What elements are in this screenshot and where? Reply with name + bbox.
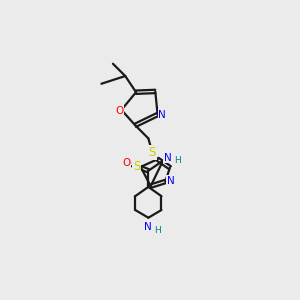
Text: N: N	[164, 153, 172, 163]
Text: N: N	[145, 222, 152, 232]
Text: H: H	[174, 156, 181, 165]
Text: S: S	[133, 160, 140, 173]
Text: H: H	[154, 226, 161, 235]
Text: O: O	[122, 158, 130, 168]
Text: S: S	[148, 146, 156, 159]
Text: O: O	[115, 106, 123, 116]
Text: N: N	[167, 176, 175, 186]
Text: N: N	[158, 110, 166, 120]
